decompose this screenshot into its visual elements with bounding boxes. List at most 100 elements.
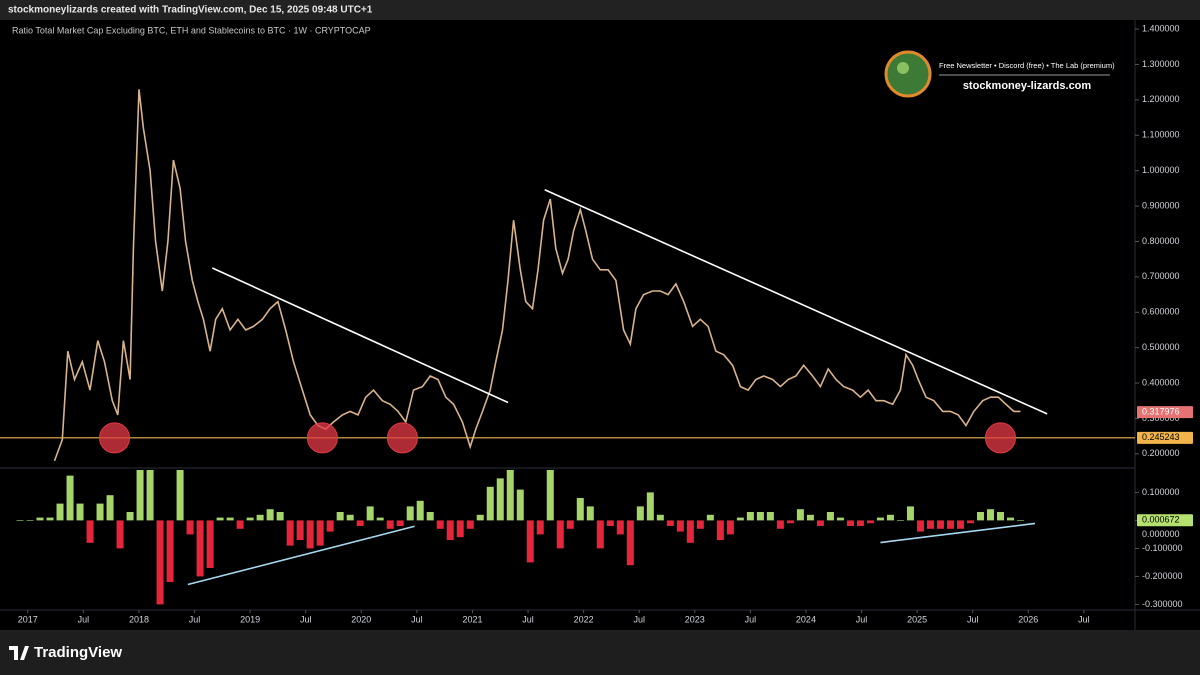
low-marker — [306, 422, 338, 454]
x-tick-label: Jul — [967, 614, 979, 624]
histogram-bar — [566, 520, 574, 529]
histogram-bar — [336, 512, 344, 521]
histogram-bar — [286, 520, 294, 546]
histogram-bar — [816, 520, 824, 526]
histogram-bar — [26, 520, 34, 521]
histogram-bar — [96, 503, 104, 521]
histogram-bar — [896, 520, 904, 521]
low-marker — [99, 422, 131, 454]
brand-site: stockmoney-lizards.com — [963, 80, 1092, 92]
histogram-bar — [436, 520, 444, 529]
histogram-bar — [206, 520, 214, 568]
y-tick-label: -0.100000 — [1142, 543, 1183, 553]
histogram-bar — [46, 517, 54, 521]
histogram-bar — [296, 520, 304, 540]
histogram-bar — [636, 506, 644, 521]
histogram-bar — [726, 520, 734, 535]
header-bar — [0, 0, 1200, 20]
histogram-bar — [876, 517, 884, 521]
x-tick-label: Jul — [300, 614, 312, 624]
y-tick-label: 0.400000 — [1142, 377, 1180, 387]
histogram-bar — [966, 520, 974, 524]
histogram-bar — [466, 520, 474, 529]
histogram-bar — [146, 470, 154, 521]
histogram-bar — [416, 500, 424, 521]
level-label-bg — [1137, 431, 1193, 444]
y-tick-label: 0.000000 — [1142, 529, 1180, 539]
histogram-bar — [366, 506, 374, 521]
histogram-bar — [516, 489, 524, 521]
last-value-label: 0.000672 — [1142, 515, 1180, 525]
x-tick-label: Jul — [522, 614, 534, 624]
y-tick-label: -0.200000 — [1142, 571, 1183, 581]
histogram-bar — [226, 517, 234, 521]
histogram-bar — [56, 503, 64, 521]
histogram-bar — [246, 517, 254, 521]
histogram-bar — [596, 520, 604, 549]
x-tick-label: Jul — [189, 614, 201, 624]
histogram-bar — [736, 517, 744, 521]
histogram-bar — [446, 520, 454, 540]
histogram-bar — [126, 512, 134, 521]
histogram-bar — [796, 509, 804, 521]
histogram-bar — [136, 470, 144, 521]
y-tick-label: 0.500000 — [1142, 342, 1180, 352]
histogram-bar — [16, 520, 24, 521]
histogram-bar — [556, 520, 564, 549]
histogram-bar — [326, 520, 334, 532]
y-tick-label: 0.600000 — [1142, 307, 1180, 317]
x-tick-label: Jul — [78, 614, 90, 624]
histogram-bar — [916, 520, 924, 532]
histogram-bar — [216, 517, 224, 521]
histogram-bar — [36, 517, 44, 521]
y-tick-label: 1.400000 — [1142, 23, 1180, 33]
histogram-bar — [86, 520, 94, 543]
histogram-bar — [666, 520, 674, 526]
brand-logo — [884, 50, 932, 98]
footer-logo: TradingView — [34, 644, 122, 661]
trendline — [544, 189, 1048, 415]
last-value-label: 0.317976 — [1142, 406, 1180, 416]
x-tick-label: 2022 — [574, 614, 594, 624]
histogram-bar — [776, 520, 784, 529]
x-tick-label: Jul — [411, 614, 423, 624]
y-tick-label: 1.100000 — [1142, 130, 1180, 140]
trendline — [211, 267, 509, 404]
histogram-bar — [396, 520, 404, 526]
footer-logo-icon — [9, 646, 29, 660]
histogram-bar — [316, 520, 324, 546]
histogram-bar — [166, 520, 174, 582]
histogram-bar — [536, 520, 544, 535]
low-marker — [386, 422, 418, 454]
x-tick-label: 2018 — [129, 614, 149, 624]
histogram-bar — [1016, 520, 1024, 521]
histogram-bar — [486, 486, 494, 521]
histogram-bar — [426, 512, 434, 521]
histogram-bar — [356, 520, 364, 526]
x-tick-label: 2023 — [685, 614, 705, 624]
histogram-bar — [616, 520, 624, 535]
histogram-bar — [156, 520, 164, 605]
y-tick-label: -0.300000 — [1142, 599, 1183, 609]
histogram-bar — [746, 512, 754, 521]
x-tick-label: Jul — [745, 614, 757, 624]
histogram-bar — [846, 520, 854, 526]
histogram-bar — [646, 492, 654, 521]
x-tick-label: 2020 — [351, 614, 371, 624]
x-tick-label: Jul — [633, 614, 645, 624]
histogram-bar — [196, 520, 204, 577]
x-tick-label: 2024 — [796, 614, 816, 624]
histogram-bar — [506, 470, 514, 521]
histogram-bar — [586, 506, 594, 521]
histogram-bar — [476, 514, 484, 521]
y-tick-label: 1.200000 — [1142, 94, 1180, 104]
footer-bar — [0, 630, 1200, 675]
x-tick-label: 2017 — [18, 614, 38, 624]
histogram-bar — [276, 512, 284, 521]
histogram-bar — [176, 470, 184, 521]
histogram-bar — [496, 478, 504, 521]
x-tick-label: Jul — [856, 614, 868, 624]
x-tick-label: 2019 — [240, 614, 260, 624]
